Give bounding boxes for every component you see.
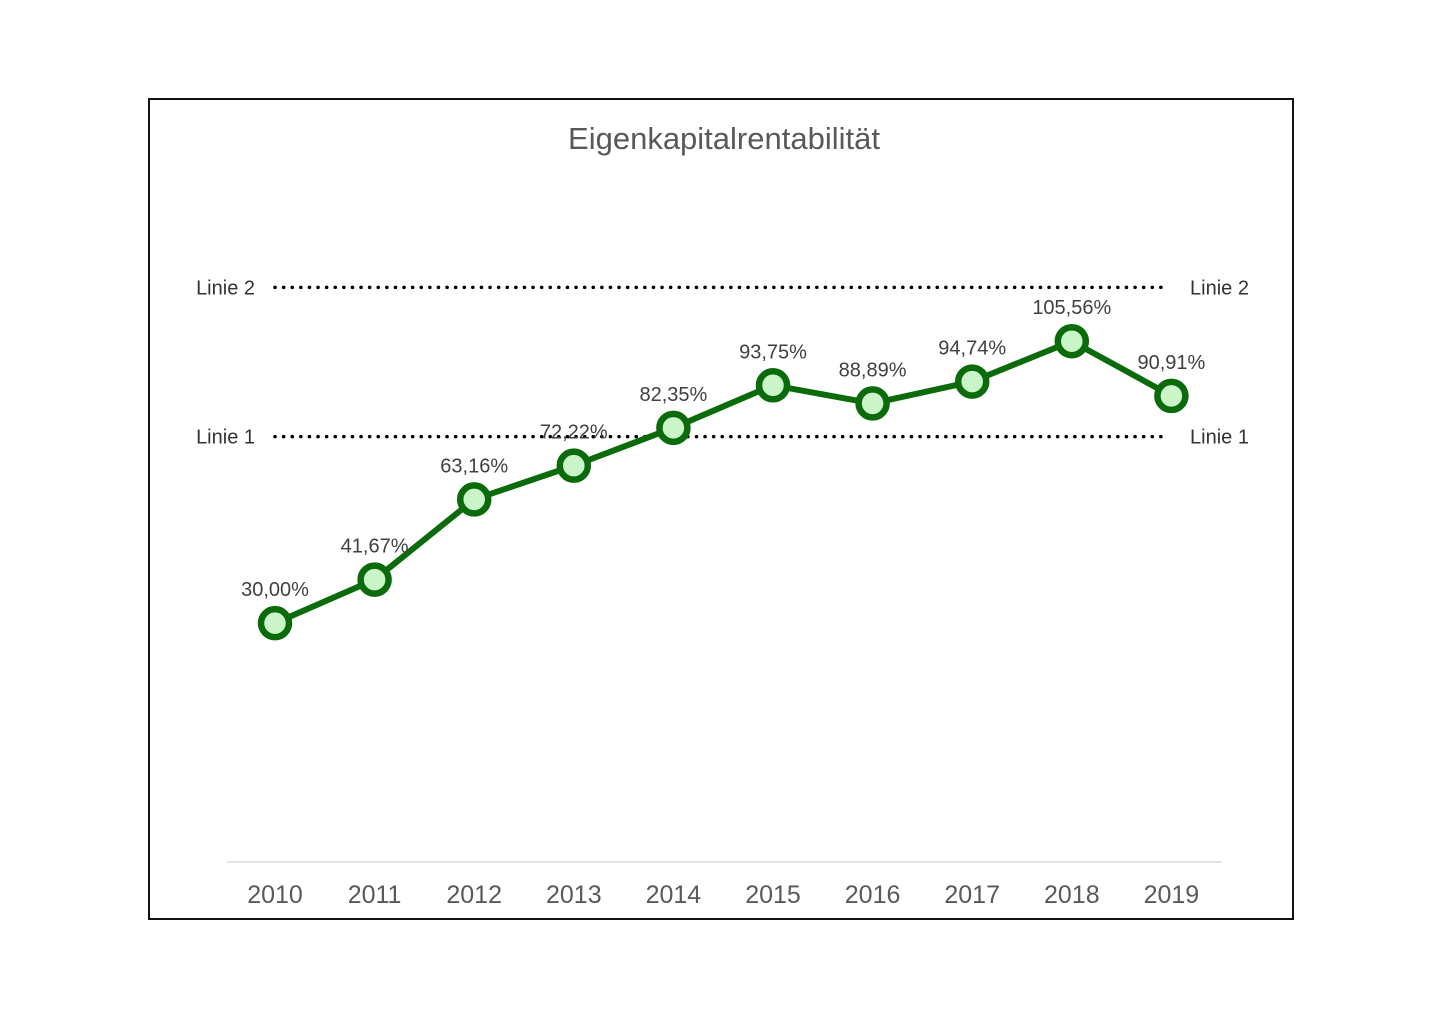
x-axis-ticks: 2010 2011 2012 2013 2014 2015 2016 2017 2018 2019 bbox=[247, 881, 1199, 909]
reference-lines: Linie 1 Linie 1 Linie 2 Linie 2 bbox=[196, 277, 1249, 448]
data-point-marker bbox=[755, 368, 791, 403]
data-point-marker bbox=[954, 364, 990, 399]
data-point-marker bbox=[1054, 323, 1090, 359]
reference-line-label-right-1: Linie 1 bbox=[1190, 427, 1249, 449]
data-point-marker bbox=[656, 410, 691, 446]
reference-line-label-left-2: Linie 2 bbox=[196, 277, 255, 299]
data-point-marker bbox=[855, 386, 890, 421]
data-label: 88,89% bbox=[839, 359, 907, 381]
x-tick-label: 2010 bbox=[247, 881, 303, 909]
data-label: 94,74% bbox=[938, 338, 1006, 360]
x-tick-label: 2011 bbox=[348, 881, 402, 909]
reference-line-label-left-1: Linie 1 bbox=[196, 427, 255, 449]
data-point-marker bbox=[456, 482, 492, 517]
x-tick-label: 2015 bbox=[745, 881, 801, 909]
data-label: 105,56% bbox=[1032, 297, 1111, 319]
data-point-marker bbox=[257, 605, 293, 641]
x-tick-label: 2019 bbox=[1144, 881, 1200, 909]
data-point-marker bbox=[556, 448, 592, 483]
data-label: 90,91% bbox=[1137, 352, 1205, 374]
reference-line-label-right-2: Linie 2 bbox=[1190, 277, 1249, 299]
x-tick-label: 2014 bbox=[646, 881, 702, 909]
data-label: 30,00% bbox=[241, 579, 309, 601]
data-label: 41,67% bbox=[341, 536, 409, 558]
x-tick-label: 2016 bbox=[845, 881, 901, 909]
data-label: 63,16% bbox=[440, 455, 508, 477]
x-tick-label: 2018 bbox=[1044, 881, 1100, 909]
x-tick-label: 2012 bbox=[446, 881, 502, 909]
data-label: 82,35% bbox=[639, 384, 707, 406]
chart-title: Eigenkapitalrentabilität bbox=[568, 121, 880, 156]
data-label: 93,75% bbox=[739, 341, 807, 363]
data-point-marker bbox=[357, 562, 392, 597]
data-labels: 30,00% 41,67% 63,16% 72,22% 82,35% 93,75% 88,8… bbox=[241, 297, 1205, 601]
series-layer bbox=[257, 323, 1189, 641]
line-chart: Eigenkapitalrentabilität Linie 1 Linie 1L… bbox=[196, 121, 1249, 909]
series-line bbox=[272, 338, 1175, 627]
x-tick-label: 2013 bbox=[546, 881, 602, 909]
x-tick-label: 2017 bbox=[944, 881, 1000, 909]
data-label: 72,22% bbox=[540, 422, 608, 444]
data-point-marker bbox=[1154, 378, 1189, 414]
